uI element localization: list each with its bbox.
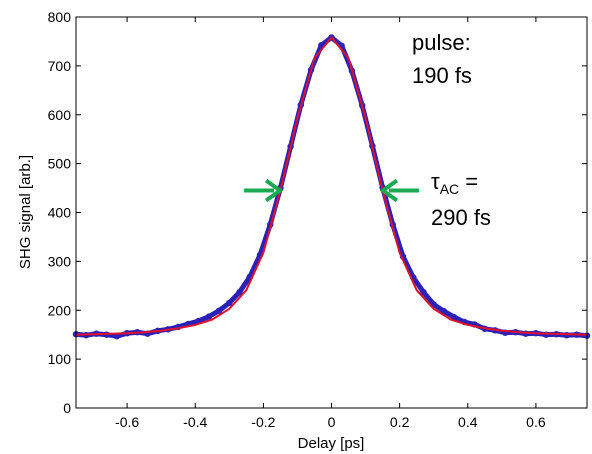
measured-point xyxy=(226,299,233,307)
measured-point xyxy=(450,313,458,321)
y-tick-label: 200 xyxy=(48,302,72,318)
x-tick-label: 0 xyxy=(328,414,336,430)
measured-point xyxy=(236,289,243,296)
measured-point xyxy=(205,313,213,320)
data-layer xyxy=(72,34,591,340)
fit-curve-line xyxy=(75,36,588,336)
marks-layer xyxy=(244,178,419,203)
x-tick-label: -0.4 xyxy=(183,414,207,430)
tau-ac-value: 290 fs xyxy=(431,205,491,230)
x-tick-label: 0.6 xyxy=(526,414,546,430)
pulse-value: 190 fs xyxy=(412,63,472,88)
measured-point xyxy=(440,308,448,315)
y-tick-label: 0 xyxy=(63,400,71,416)
fwhm-right-arrow-icon xyxy=(379,178,419,203)
measured-series-line xyxy=(73,35,590,339)
y-axis-ticks: 0 100 200 300 400 500 600 700 800 xyxy=(48,9,587,416)
x-tick-label: 0.4 xyxy=(458,414,478,430)
y-tick-label: 800 xyxy=(48,9,72,25)
y-tick-label: 500 xyxy=(48,156,72,172)
measured-point xyxy=(563,332,570,339)
measured-point xyxy=(113,333,121,340)
x-tick-label: -0.6 xyxy=(115,414,139,430)
x-axis-ticks: -0.6 -0.4 -0.2 0 0.2 0.4 0.6 xyxy=(115,17,546,430)
tau-equals: = xyxy=(459,169,478,194)
y-tick-label: 300 xyxy=(48,253,72,269)
measured-point xyxy=(215,307,223,314)
y-tick-label: 100 xyxy=(48,351,72,367)
y-tick-label: 400 xyxy=(48,205,72,221)
x-tick-label: 0.2 xyxy=(390,414,410,430)
y-tick-label: 700 xyxy=(48,58,72,74)
tau-ac-label: τAC = xyxy=(431,169,478,197)
fwhm-left-arrow-icon xyxy=(244,178,284,203)
plot-frame xyxy=(75,16,588,409)
pulse-label: pulse: xyxy=(412,30,471,55)
x-tick-label: -0.2 xyxy=(251,414,275,430)
tau-symbol: τ xyxy=(431,169,440,194)
tau-subscript: AC xyxy=(440,181,459,197)
x-axis-label: Delay [ps] xyxy=(298,435,365,452)
y-axis-label: SHG signal [arb.] xyxy=(17,155,34,269)
measured-point xyxy=(420,289,427,296)
y-tick-label: 600 xyxy=(48,107,72,123)
